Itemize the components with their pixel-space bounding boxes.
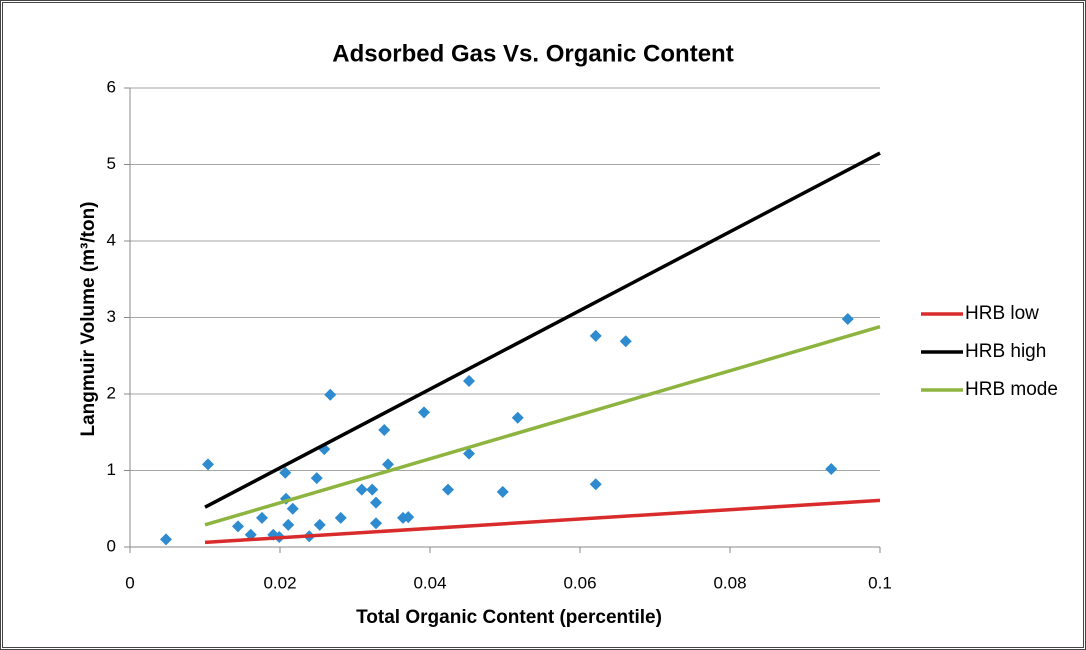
scatter-point xyxy=(511,411,524,424)
scatter-point xyxy=(418,406,430,419)
scatter-point xyxy=(286,502,299,515)
scatter-point xyxy=(589,478,602,491)
legend-label: HRB low xyxy=(965,303,1039,324)
legend-label: HRB mode xyxy=(965,379,1058,400)
x-tick-label: 0 xyxy=(125,573,134,592)
scatter-point xyxy=(282,518,295,531)
scatter-point xyxy=(232,520,244,533)
scatter-point xyxy=(324,388,337,401)
x-tick-label: 0.04 xyxy=(413,573,446,592)
scatter-point xyxy=(382,458,394,471)
scatter-point xyxy=(589,329,602,342)
y-tick-label: 3 xyxy=(107,307,116,326)
series-line xyxy=(204,325,881,527)
scatter-point xyxy=(355,483,368,496)
y-tick-label: 1 xyxy=(107,460,116,479)
y-axis-title: Langmuir Volume (m³/ton) xyxy=(78,201,99,436)
scatter-point xyxy=(310,472,323,485)
scatter-point xyxy=(256,511,268,524)
scatter-point xyxy=(463,374,475,387)
scatter-point xyxy=(463,447,475,460)
scatter-point xyxy=(334,511,347,524)
scatter-point xyxy=(442,483,454,496)
scatter-point xyxy=(160,533,172,546)
y-tick-label: 5 xyxy=(107,154,116,173)
x-axis-title: Total Organic Content (percentile) xyxy=(356,607,662,628)
scatter-point xyxy=(370,517,382,530)
scatter-point xyxy=(313,518,326,531)
y-tick-label: 2 xyxy=(107,383,116,402)
series-line xyxy=(204,498,881,545)
series-line xyxy=(204,151,881,509)
x-tick-label: 0.02 xyxy=(263,573,296,592)
chart-title: Adsorbed Gas Vs. Organic Content xyxy=(332,40,733,67)
scatter-point xyxy=(279,466,292,479)
legend-label: HRB high xyxy=(965,341,1046,362)
scatter-point xyxy=(370,496,382,509)
scatter-point xyxy=(825,462,838,475)
scatter-point xyxy=(366,483,379,496)
x-tick-label: 0.08 xyxy=(713,573,746,592)
scatter-point xyxy=(378,423,391,436)
scatter-point xyxy=(496,485,509,498)
scatter-point xyxy=(619,335,632,348)
x-tick-label: 0.06 xyxy=(563,573,596,592)
y-tick-label: 4 xyxy=(107,230,116,249)
chart: Adsorbed Gas Vs. Organic Content Total O… xyxy=(78,40,1058,628)
y-tick-label: 6 xyxy=(107,77,116,96)
scatter-point xyxy=(841,313,854,326)
y-tick-label: 0 xyxy=(107,536,116,555)
scatter-point xyxy=(202,458,214,471)
x-tick-label: 0.1 xyxy=(868,573,892,592)
